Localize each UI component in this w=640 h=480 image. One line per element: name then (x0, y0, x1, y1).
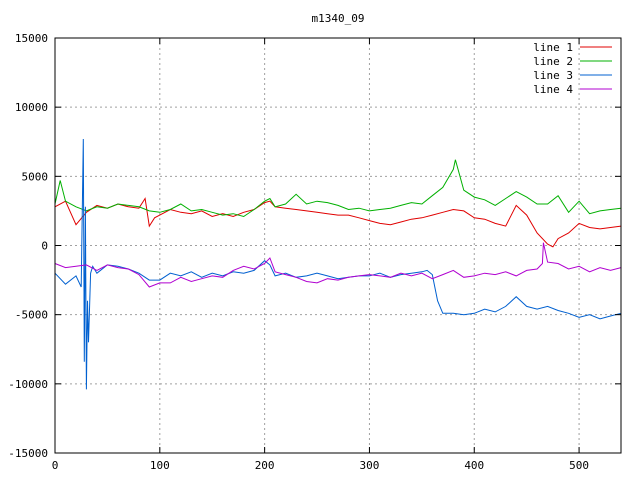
y-tick-label: 5000 (22, 170, 49, 183)
x-tick-label: 300 (360, 459, 380, 472)
y-tick-label: 15000 (15, 32, 48, 45)
x-tick-label: 500 (569, 459, 589, 472)
axis-ticks: 0 100 200 300 400 500 -15000 -10000 -5000 0 5000 10… (8, 32, 621, 472)
y-tick-label: 0 (41, 240, 48, 253)
y-tick-label: -10000 (8, 378, 48, 391)
series-lines (54, 138, 622, 390)
y-tick-label: -15000 (8, 447, 48, 460)
x-tick-label: 400 (464, 459, 484, 472)
series-line-3 (54, 138, 622, 390)
chart-title: m1340_09 (312, 12, 365, 25)
x-tick-label: 0 (52, 459, 59, 472)
series-line-2 (54, 159, 622, 218)
series-line-4 (54, 242, 622, 288)
series-line-1 (54, 197, 622, 248)
y-tick-label: 10000 (15, 101, 48, 114)
legend-label: line 2 (533, 55, 573, 68)
legend-label: line 4 (533, 83, 573, 96)
y-tick-label: -5000 (15, 309, 48, 322)
legend-label: line 3 (533, 69, 573, 82)
grid-lines (55, 38, 621, 453)
legend-label: line 1 (533, 41, 573, 54)
x-tick-label: 200 (255, 459, 275, 472)
x-tick-label: 100 (150, 459, 170, 472)
